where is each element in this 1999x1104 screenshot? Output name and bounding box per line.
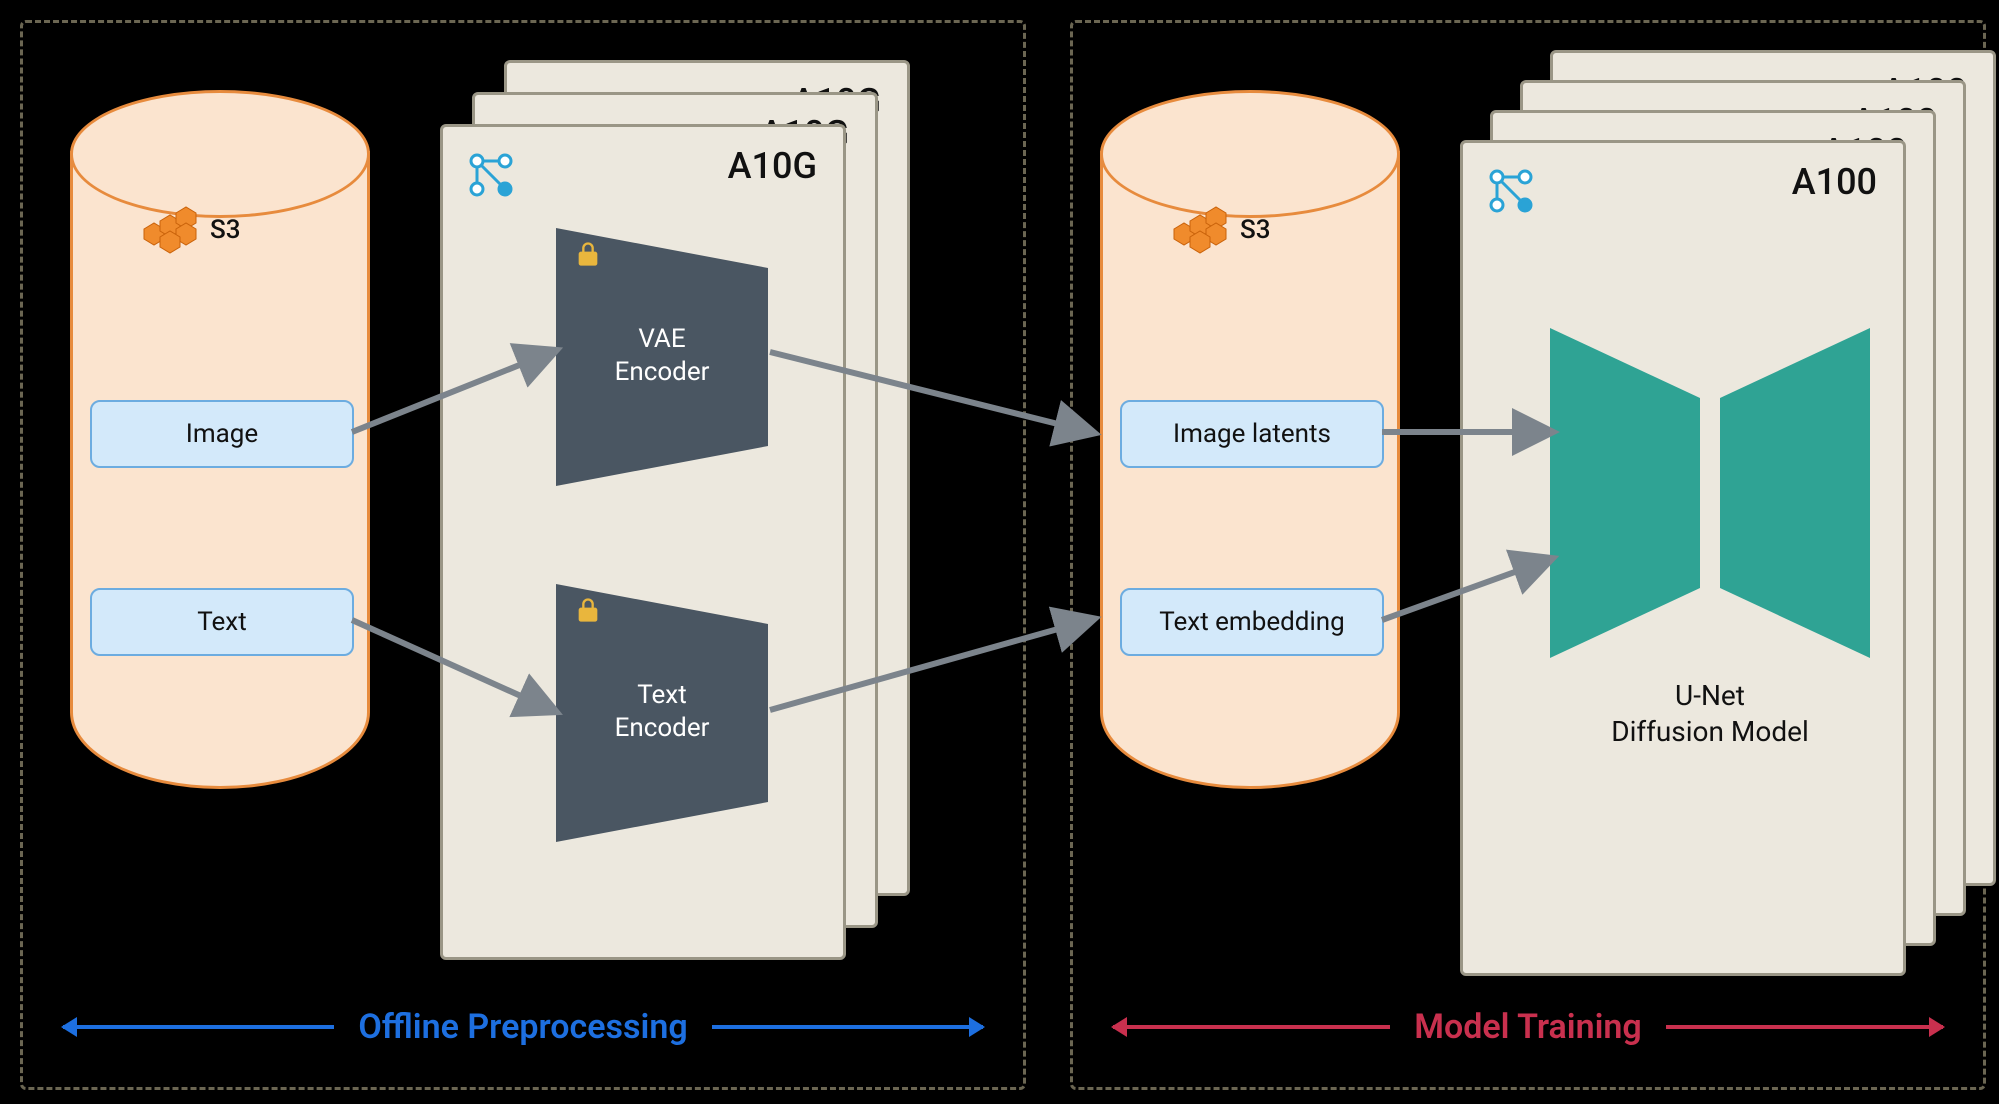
vae-encoder-block: VAE Encoder: [556, 228, 768, 486]
unet-shape: [1550, 328, 1870, 658]
unet-block: U-Net Diffusion Model: [1550, 328, 1870, 658]
s3-cylinder-right: S3: [1100, 90, 1400, 850]
arrow-line-right: [712, 1025, 983, 1029]
lock-icon: [574, 240, 602, 268]
panel-title-training: Model Training: [1073, 1007, 1983, 1047]
s3-label: S3: [1240, 215, 1271, 245]
pill-label: Text embedding: [1159, 607, 1344, 637]
aws-icon: [140, 205, 202, 255]
encoder-label-line1: VAE: [638, 324, 685, 354]
pill-image-latents: Image latents: [1120, 400, 1384, 468]
unet-label: U-Net Diffusion Model: [1550, 678, 1870, 751]
pill-text: Text: [90, 588, 354, 656]
encoder-label: Text Encoder: [556, 679, 768, 744]
arrow-line-left: [1113, 1025, 1390, 1029]
unet-label-line1: U-Net: [1675, 679, 1745, 712]
s3-badge-left: S3: [140, 205, 241, 255]
encoder-label-line2: Encoder: [615, 713, 710, 743]
encoder-label: VAE Encoder: [556, 323, 768, 388]
s3-badge-right: S3: [1170, 205, 1271, 255]
cylinder-top: [70, 90, 370, 218]
s3-label: S3: [210, 215, 241, 245]
panel-title-preprocessing: Offline Preprocessing: [23, 1007, 1023, 1047]
pill-label: Image latents: [1173, 419, 1331, 449]
diagram-stage: Offline Preprocessing Model Training: [0, 0, 1999, 1104]
ray-icon: [465, 149, 517, 201]
lock-icon: [574, 596, 602, 624]
panel-label-training: Model Training: [1414, 1007, 1642, 1047]
cylinder-top: [1100, 90, 1400, 218]
text-encoder-block: Text Encoder: [556, 584, 768, 842]
a100-title: A100: [1792, 161, 1877, 203]
arrow-line-right: [1666, 1025, 1943, 1029]
encoder-label-line2: Encoder: [615, 357, 710, 387]
pill-label: Image: [186, 419, 258, 449]
encoder-label-line1: Text: [637, 680, 686, 710]
panel-label-preprocessing: Offline Preprocessing: [358, 1007, 687, 1047]
aws-icon: [1170, 205, 1232, 255]
s3-cylinder-left: S3: [70, 90, 370, 850]
ray-icon: [1485, 165, 1537, 217]
pill-text-embedding: Text embedding: [1120, 588, 1384, 656]
pill-image: Image: [90, 400, 354, 468]
pill-label: Text: [197, 607, 246, 637]
arrow-line-left: [63, 1025, 334, 1029]
unet-label-line2: Diffusion Model: [1611, 715, 1809, 748]
a10g-title: A10G: [728, 145, 817, 187]
